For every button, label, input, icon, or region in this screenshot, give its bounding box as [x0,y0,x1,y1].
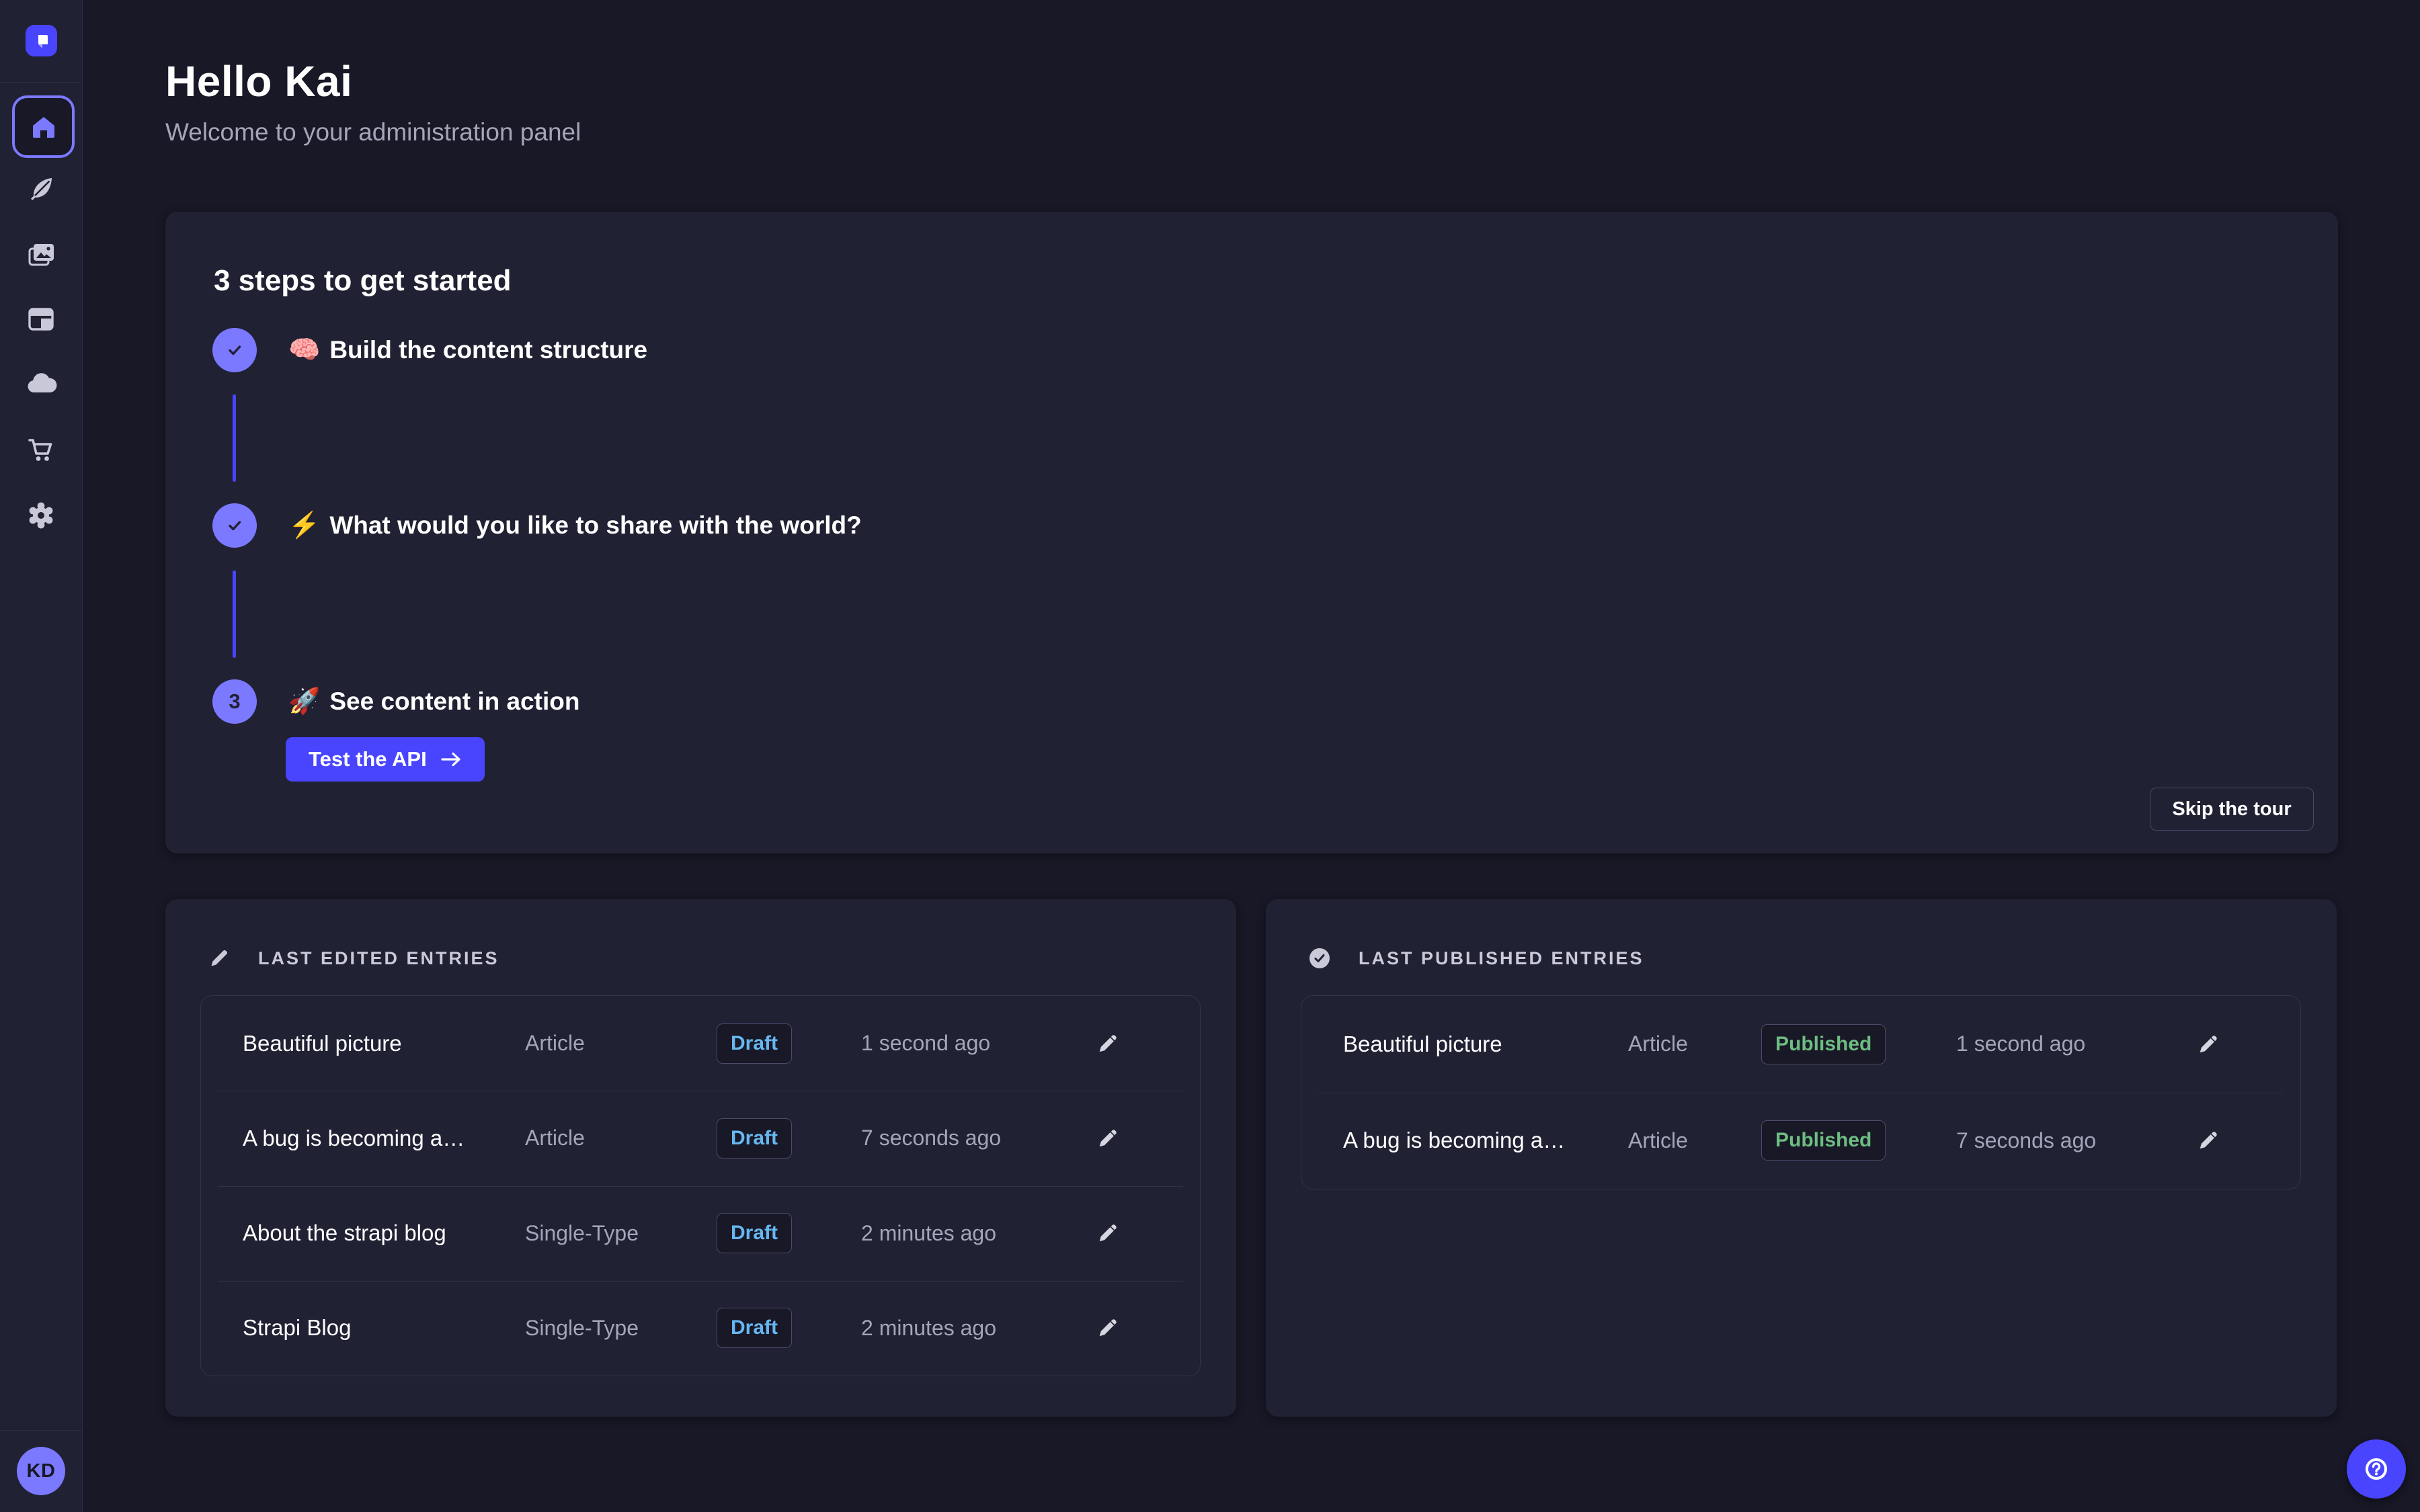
brain-emoji: 🧠 [288,336,321,364]
last-edited-table: Beautiful picture Article Draft 1 second… [200,995,1201,1376]
step-2-check [212,503,257,548]
entry-time: 2 minutes ago [861,1220,997,1245]
question-mark-icon [2366,1458,2387,1480]
entry-title: Strapi Blog [243,1315,352,1341]
pencil-icon [1099,1130,1117,1147]
status-badge: Draft [717,1118,793,1159]
entry-time: 1 second ago [861,1031,991,1056]
cloud-icon [28,373,57,392]
feather-icon [31,178,52,200]
table-row: A bug is becoming a… Article Published 7… [1301,1092,2300,1189]
entry-title: A bug is becoming a… [243,1125,465,1150]
page-subtitle: Welcome to your administration panel [165,118,581,146]
last-edited-header: LAST EDITED ENTRIES [208,948,499,969]
step-connector [233,394,236,482]
step-3-label: 🚀 See content in action [288,687,580,716]
status-badge: Draft [717,1213,793,1254]
sidebar: KD [0,0,83,1512]
layout-icon [28,308,54,331]
pencil-icon [2200,1036,2217,1053]
pencil-icon [1099,1034,1117,1052]
entry-type: Single-Type [525,1220,639,1245]
test-api-button[interactable]: Test the API [286,737,485,782]
entry-type: Article [1628,1032,1688,1056]
last-published-header: LAST PUBLISHED ENTRIES [1309,948,1644,969]
rocket-emoji: 🚀 [288,687,321,716]
strapi-logo-icon [38,34,48,48]
sidebar-item-content-type-builder[interactable] [21,299,61,339]
entry-title: Beautiful picture [1343,1031,1502,1056]
edit-entry-button[interactable] [1092,1123,1123,1154]
edit-entry-button[interactable] [2193,1029,2224,1060]
status-badge: Published [1761,1120,1886,1161]
entry-time: 1 second ago [1956,1032,2086,1056]
entry-type: Article [1628,1128,1688,1152]
check-icon [229,345,241,355]
entry-type: Article [525,1126,585,1150]
pencil-icon [211,950,227,966]
status-badge: Published [1761,1023,1886,1064]
sidebar-item-marketplace[interactable] [21,430,61,470]
entry-type: Article [525,1031,585,1056]
entry-time: 7 seconds ago [861,1126,1002,1150]
cart-icon [28,439,52,461]
sidebar-item-home[interactable] [12,95,75,158]
entry-type: Single-Type [525,1315,639,1340]
table-row: About the strapi blog Single-Type Draft … [201,1185,1200,1281]
last-published-panel: LAST PUBLISHED ENTRIES Beautiful picture… [1266,899,2337,1417]
table-row: A bug is becoming a… Article Draft 7 sec… [201,1091,1200,1185]
edit-entry-button[interactable] [2193,1125,2224,1156]
sidebar-footer-divider [0,1430,82,1431]
table-row: Strapi Blog Single-Type Draft 2 minutes … [201,1280,1200,1376]
pencil-icon [1099,1319,1117,1337]
status-badge: Draft [717,1308,793,1349]
last-published-table: Beautiful picture Article Published 1 se… [1301,995,2301,1189]
table-row: Beautiful picture Article Published 1 se… [1301,996,2300,1093]
home-icon [32,116,54,138]
step-1-label: 🧠 Build the content structure [288,336,648,364]
arrow-right-icon [441,752,460,767]
last-edited-panel: LAST EDITED ENTRIES Beautiful picture Ar… [165,899,1236,1417]
help-button[interactable] [2347,1439,2406,1499]
pencil-icon [1099,1224,1117,1242]
sidebar-item-settings[interactable] [21,495,61,536]
entry-title: Beautiful picture [243,1030,402,1056]
sidebar-item-content-manager[interactable] [21,169,61,210]
skip-tour-button[interactable]: Skip the tour [2150,788,2314,831]
status-badge: Draft [717,1023,793,1064]
edit-entry-button[interactable] [1092,1218,1123,1249]
onboarding-card: 3 steps to get started 🧠 Build the conte… [165,212,2338,853]
pencil-icon [2200,1132,2217,1149]
entry-title: A bug is becoming a… [1343,1128,1566,1153]
step-3-number: 3 [212,679,257,724]
avatar[interactable]: KD [17,1447,65,1495]
sidebar-divider [0,82,82,83]
entry-title: About the strapi blog [243,1220,446,1246]
check-icon [229,521,241,531]
step-connector [233,571,236,658]
edit-entry-button[interactable] [1092,1028,1123,1059]
step-1-check [212,328,257,372]
onboarding-title: 3 steps to get started [214,264,512,297]
pictures-icon [28,244,54,266]
check-circle-icon [1309,948,1330,968]
edit-entry-button[interactable] [1092,1312,1123,1343]
table-row: Beautiful picture Article Draft 1 second… [201,996,1200,1091]
entry-time: 2 minutes ago [861,1315,997,1340]
lightning-emoji: ⚡ [288,511,321,540]
strapi-logo [26,25,57,56]
sidebar-item-media-library[interactable] [21,235,61,275]
sidebar-item-cloud[interactable] [21,366,61,406]
step-2-label: ⚡ What would you like to share with the … [288,511,862,540]
page-title: Hello Kai [165,57,353,106]
entry-time: 7 seconds ago [1956,1128,2097,1152]
gear-icon [29,502,53,529]
